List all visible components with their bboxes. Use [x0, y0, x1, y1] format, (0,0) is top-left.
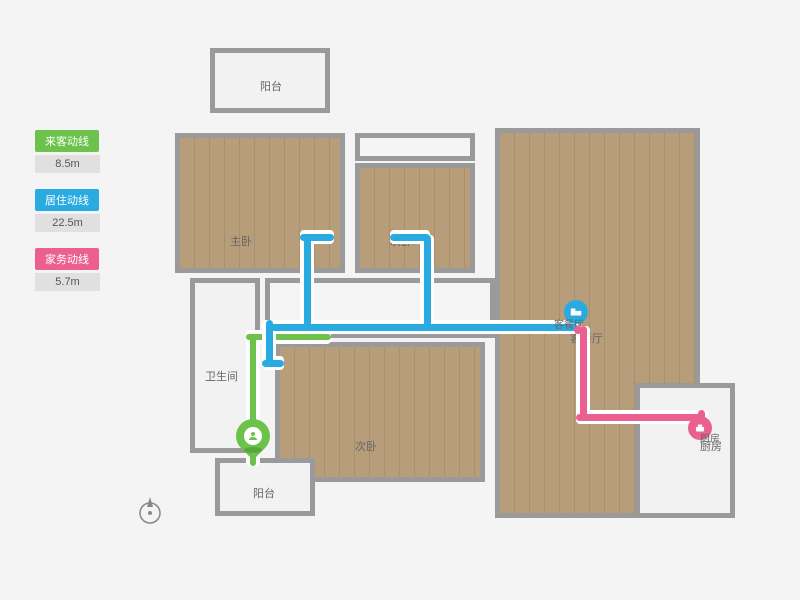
room-master-bedroom — [175, 133, 345, 273]
path-chores-inner — [576, 414, 704, 421]
legend-item: 居住动线 22.5m — [35, 189, 100, 232]
room-label: 次卧 — [355, 438, 377, 454]
room-label: 主卧 — [230, 233, 252, 249]
path-living-inner — [300, 234, 334, 241]
path-living-inner — [390, 234, 430, 241]
legend-label: 居住动线 — [35, 189, 99, 211]
legend-item: 家务动线 5.7m — [35, 248, 100, 291]
legend-label: 家务动线 — [35, 248, 99, 270]
marker-dot — [574, 326, 582, 334]
room-label: 阳台 — [260, 78, 282, 94]
legend-value: 5.7m — [35, 273, 100, 291]
room-label: 阳台 — [253, 485, 275, 501]
legend-label: 来客动线 — [35, 130, 99, 152]
legend-value: 22.5m — [35, 214, 100, 232]
room-second-bedroom — [355, 163, 475, 273]
path-guest-inner — [246, 334, 331, 340]
room-top-gap — [355, 133, 475, 161]
compass-icon — [135, 495, 165, 525]
legend-value: 8.5m — [35, 155, 100, 173]
path-living-inner — [304, 235, 311, 330]
marker-bed: 客餐厅 — [564, 300, 588, 324]
path-chores-inner — [580, 326, 587, 421]
legend: 来客动线 8.5m 居住动线 22.5m 家务动线 5.7m — [35, 130, 100, 307]
marker-label: 厨房 — [700, 430, 720, 445]
path-living-inner — [424, 235, 431, 328]
legend-item: 来客动线 8.5m — [35, 130, 100, 173]
marker-person — [236, 419, 270, 453]
path-living-inner — [268, 324, 578, 331]
room-label: 卫生间 — [205, 368, 238, 384]
dot-icon — [574, 326, 582, 334]
path-living-inner — [262, 360, 284, 367]
marker-pot: 厨房 — [688, 416, 712, 440]
